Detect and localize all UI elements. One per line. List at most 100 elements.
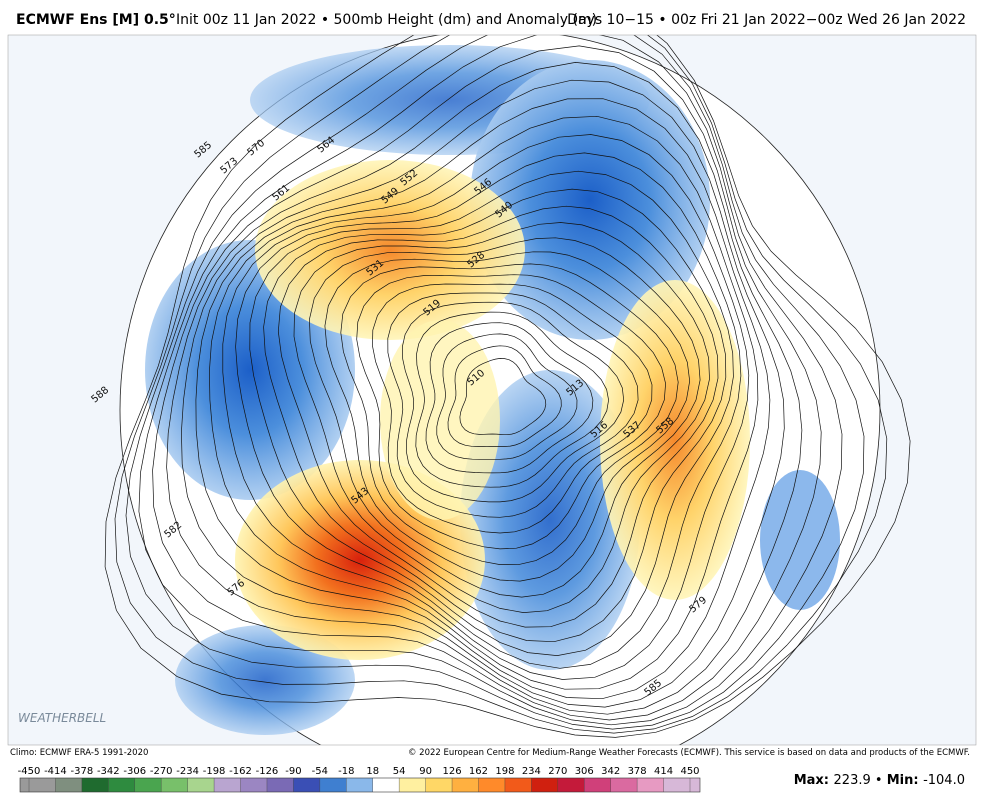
contour-line [222,134,750,680]
colorbar-label: -414 [44,766,67,777]
colorbar-segment [425,778,453,792]
colorbar-label: 342 [601,766,620,777]
colorbar-label: 414 [654,766,673,777]
contour-line [114,35,888,734]
anomaly-negative [760,470,840,610]
contour-line [138,35,843,726]
colorbar-label: 198 [495,766,514,777]
colorbar-label: -378 [71,766,94,777]
watermark: WEATHERBELL [18,711,106,725]
colorbar-label: -198 [203,766,226,777]
colorbar-segment [81,778,109,792]
colorbar-label: 234 [522,766,541,777]
colorbar-label: 270 [548,766,567,777]
contour-line [263,188,727,643]
description: Init 00z 11 Jan 2022 • 500mb Height (dm)… [176,12,597,28]
colorbar-label: -54 [312,766,328,777]
colorbar-segment [637,778,665,792]
contour-line [166,62,803,715]
colorbar-label: -450 [18,766,41,777]
colorbar-label: 450 [680,766,699,777]
colorbar-segment [240,778,268,792]
separator: : [824,773,834,788]
colorbar-segment [29,778,56,792]
colorbar-segment [452,778,479,792]
contour-line [415,311,609,488]
period: Days 10−15 • 00z Fri 21 Jan 2022−00z Wed… [567,12,966,28]
colorbar-segment [293,778,321,792]
colorbar-segment [319,778,347,792]
colorbar-label: -18 [338,766,354,777]
colorbar-frame [19,777,701,793]
contour-line [235,152,742,669]
colorbar-label: 306 [575,766,594,777]
stats: Max: 223.9 • Min: -104.0 [794,773,965,788]
contour-line [340,263,679,566]
contour-line [181,79,785,708]
contour-line [277,205,719,628]
colorbar-cap [20,778,29,792]
contour-line [436,333,578,460]
colorbar-label: 54 [393,766,406,777]
colorbar-segment [372,778,400,792]
contour-line [447,345,562,447]
anomaly-positive [255,160,525,340]
colorbar-label: -162 [229,766,252,777]
colorbar-label: -90 [285,766,301,777]
min-value: -104.0 [923,773,965,788]
anomaly-positive [380,320,500,520]
colorbar-label: 18 [366,766,379,777]
colorbar-label: 90 [419,766,432,777]
colorbar-segment [187,778,215,792]
contour-line [425,322,594,474]
credit: © 2022 European Centre for Medium-Range … [408,748,970,758]
contour-line [249,170,734,656]
max-label: Max [794,773,825,788]
contour-line [402,301,625,503]
colorbar-label: 126 [442,766,461,777]
colorbar-segment [504,778,532,792]
contour-line [293,222,710,613]
colorbar-segment [346,778,374,792]
map-frame [7,34,977,746]
separator: : [913,773,923,788]
colorbar-segment [663,778,691,792]
colorbar-segment [478,778,506,792]
colorbar-cap [690,778,700,792]
contour-line [104,35,911,738]
contour-line [152,45,822,721]
colorbar-label: -126 [256,766,279,777]
colorbar-segment [55,778,83,792]
contour-line [195,98,771,700]
colorbar-label: -342 [97,766,120,777]
contour-line [372,283,653,534]
colorbar-segment [531,778,559,792]
colorbar-label: 378 [628,766,647,777]
colorbar-segment [108,778,136,792]
colorbar-label: 162 [469,766,488,777]
contour-line [387,292,639,518]
min-label: Min [887,773,914,788]
colorbar-label: -234 [176,766,199,777]
model-name: ECMWF Ens [M] 0.5° [16,12,176,28]
colorbar-label: -270 [150,766,173,777]
anomaly-positive [600,280,750,600]
colorbar-label: -306 [123,766,146,777]
colorbar-segment [557,778,585,792]
contour-line [459,358,547,436]
contour-line [324,251,691,582]
contour-line [356,274,666,550]
colorbar-segment [214,778,242,792]
climo-note: Climo: ECMWF ERA-5 1991-2020 [10,748,148,758]
colorbar-segment [266,778,294,792]
colorbar-segment [161,778,189,792]
height-contours [104,35,911,738]
colorbar-segment [584,778,612,792]
colorbar-segment [134,778,162,792]
colorbar: -450 -414 -378 -342 -306 -270 -234 -198 -162 -126… [18,766,701,793]
contour-line [125,35,865,730]
anomaly-negative [470,60,710,340]
contour-line [209,115,759,690]
